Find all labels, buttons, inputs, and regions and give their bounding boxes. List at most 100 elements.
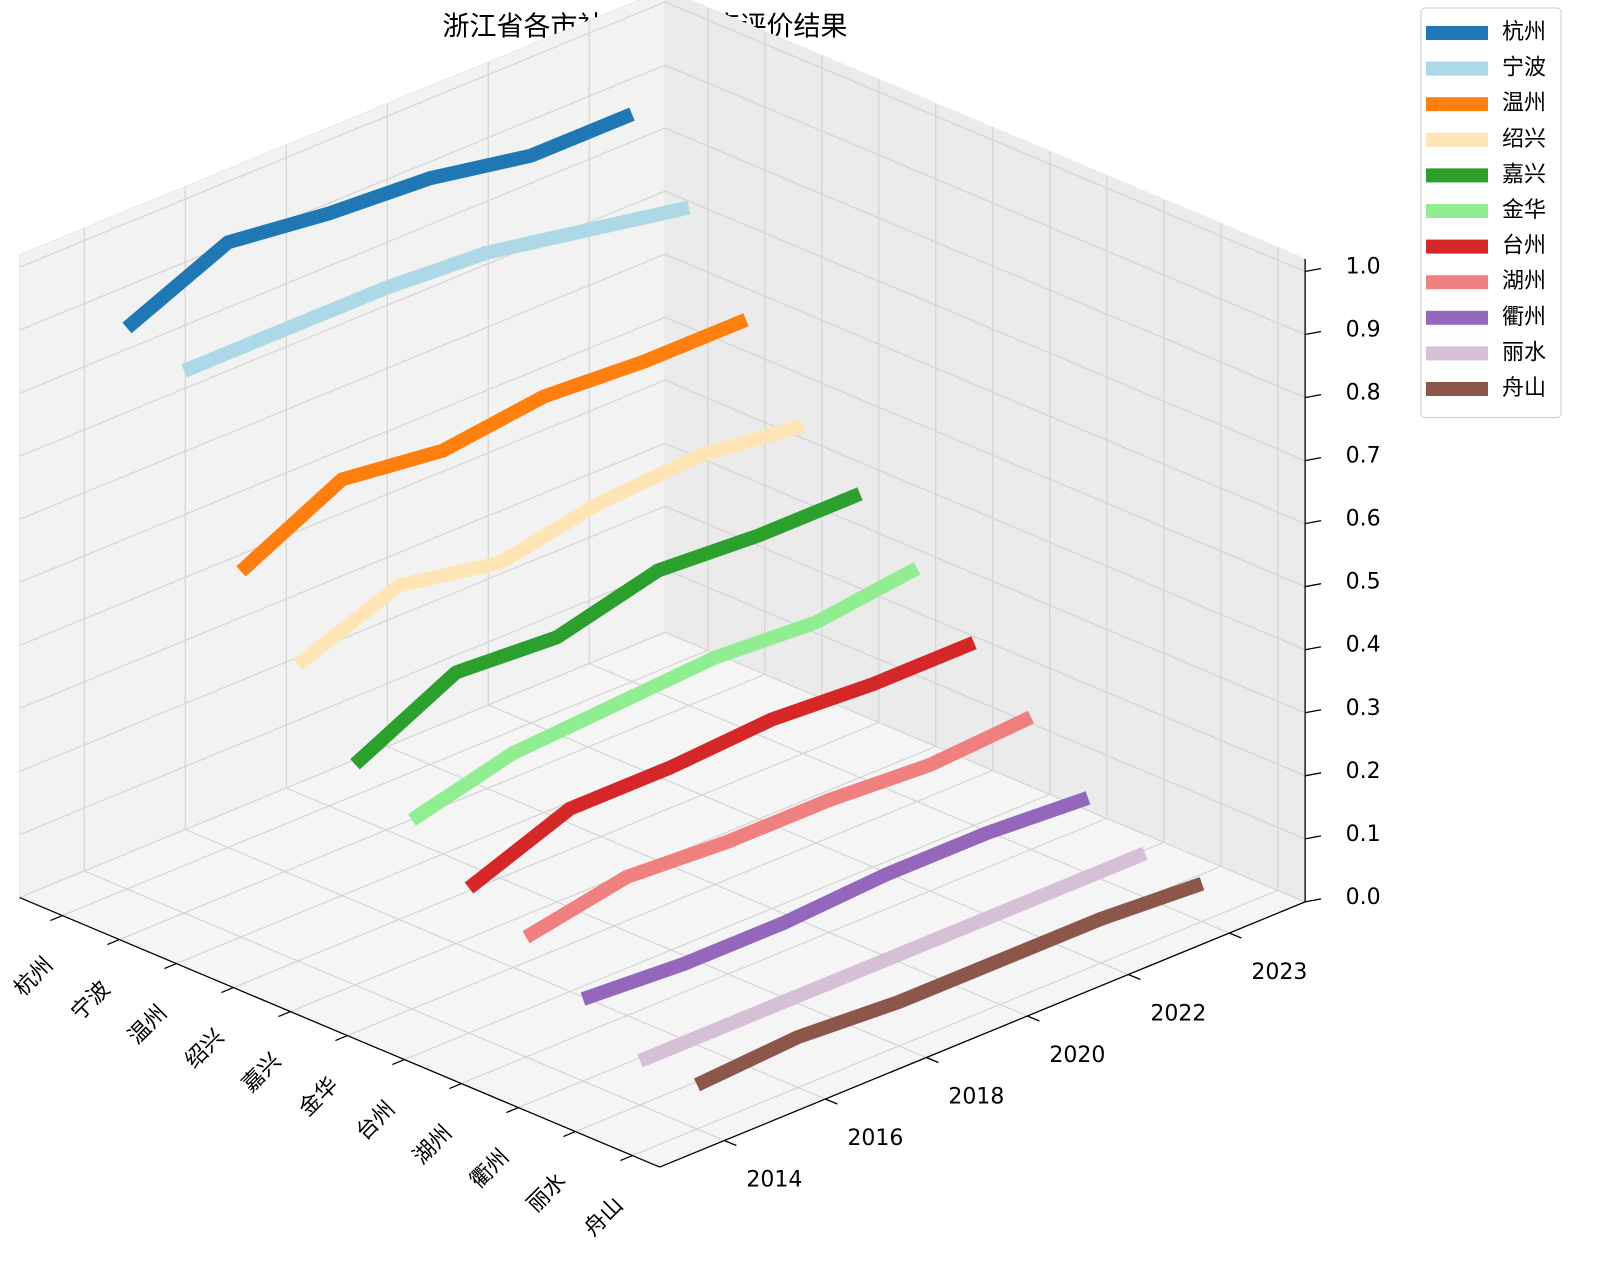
category-tick [620,1154,633,1162]
grid-line [664,505,1306,777]
legend-swatch [1426,275,1488,290]
category-tick-label: 舟山 [580,1193,629,1242]
legend-swatch [1426,204,1488,218]
z-tick-label: 0.7 [1346,444,1381,469]
z-tick [1304,646,1322,651]
x-tick [724,1139,737,1147]
category-tick [221,986,234,994]
x-tick-label: 2014 [746,1168,802,1193]
grid-line [461,817,1107,1085]
category-tick [164,962,177,970]
z-tick-label: 0.2 [1346,759,1381,784]
grid-line [19,631,666,899]
z-tick [1304,709,1322,714]
x-tick-label: 2016 [847,1126,903,1151]
series-line [350,487,863,770]
z-tick-label: 0.4 [1346,633,1381,658]
grid-line [488,704,1129,976]
grid-line [589,662,1230,934]
series-line [637,846,1148,1068]
series-line [236,313,749,577]
legend-swatch [1426,168,1488,183]
z-tick [1304,583,1322,588]
legend-label: 衢州 [1502,305,1546,330]
legend-label: 宁波 [1502,56,1546,81]
category-tick-label: 湖州 [409,1121,458,1170]
series-line [293,418,805,671]
category-tick [335,1034,348,1042]
grid-line [664,1,1306,273]
legend-swatch [1426,382,1488,396]
grid-line [19,316,666,583]
grid-line [664,316,1306,588]
legend-swatch [1426,26,1488,40]
category-tick [449,1082,462,1090]
category-axis [19,896,660,1168]
x-tick-label: 2023 [1251,960,1307,985]
z-tick-label: 0.8 [1346,381,1381,406]
series-line [522,710,1034,944]
x-tick [1027,1015,1040,1022]
category-tick-label: 台州 [352,1097,401,1146]
grid-line [62,649,708,917]
category-tick [392,1058,405,1066]
category-tick-label: 温州 [124,1001,173,1050]
z-tick [1304,267,1322,273]
x-tick [825,1098,838,1105]
grid-line [664,190,1306,462]
grid-line [19,1,666,268]
legend-label: 温州 [1502,91,1546,116]
category-tick [506,1106,519,1114]
z-tick-label: 0.0 [1346,885,1381,910]
grid-line [185,828,826,1100]
z-tick-label: 0.9 [1346,318,1381,343]
category-tick-label: 绍兴 [181,1025,230,1074]
x-tick-label: 2018 [948,1085,1004,1110]
z-tick [1304,520,1322,525]
category-tick [278,1010,291,1018]
legend-label: 湖州 [1502,269,1546,294]
legend-swatch [1426,97,1488,112]
grid-line [347,769,993,1037]
category-tick-label: 衢州 [466,1145,515,1194]
legend-label: 丽水 [1502,340,1546,365]
legend-swatch [1426,239,1488,254]
grid-line [664,568,1306,840]
legend-label: 绍兴 [1502,127,1546,152]
grid-line [233,721,879,989]
grid-line [664,442,1306,714]
legend-label: 嘉兴 [1502,162,1546,187]
z-tick-label: 0.1 [1346,822,1381,847]
z-tick [1304,772,1322,777]
legend-swatch [1426,132,1488,147]
grid-line [19,505,666,773]
grid-line [664,253,1306,525]
grid-line [19,568,666,836]
category-tick [563,1130,576,1138]
grid-line [19,64,666,331]
grid-line [664,127,1306,399]
grid-line [19,442,666,709]
series-line [694,877,1205,1092]
series-line [122,107,635,334]
z-tick [1304,898,1322,903]
category-tick-label: 丽水 [523,1169,572,1218]
legend-swatch [1426,310,1488,325]
series-line [580,791,1091,1006]
grid-line [84,870,725,1142]
z-tick-label: 0.3 [1346,696,1381,721]
grid-line [664,379,1306,651]
grid-line [19,253,666,520]
z-tick [1304,330,1322,336]
grid-line [404,793,1050,1061]
category-tick [107,938,120,946]
grid-line [632,889,1278,1157]
series-line [181,200,691,378]
z-tick [1304,393,1322,399]
x-tick [1128,973,1141,981]
z-tick [1304,835,1322,840]
category-tick [50,914,63,922]
